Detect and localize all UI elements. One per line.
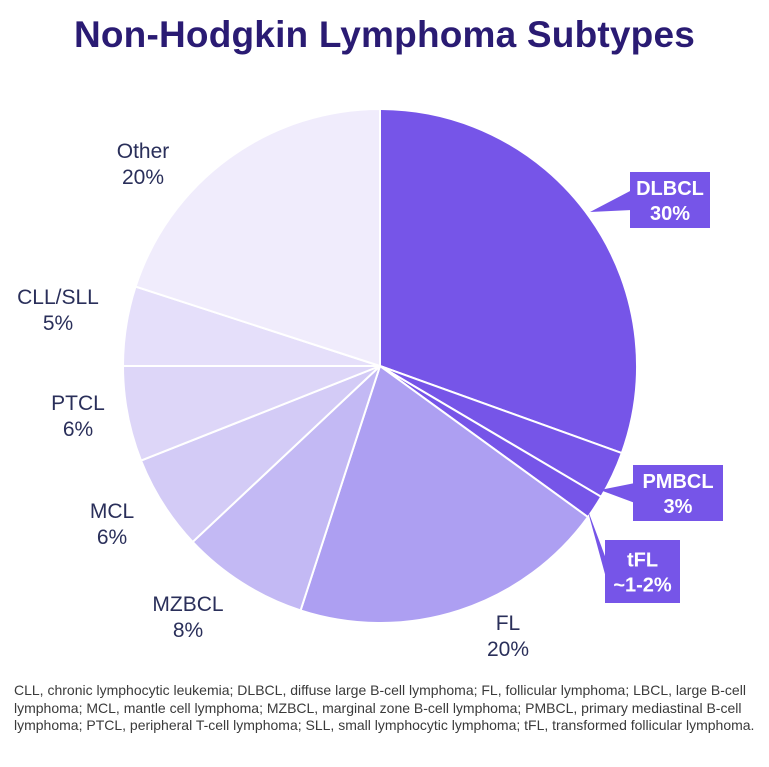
footnote: CLL, chronic lymphocytic leukemia; DLBCL… <box>14 682 755 733</box>
callout-box <box>605 540 680 603</box>
callout-dlbcl: DLBCL 30% <box>590 172 710 228</box>
slice-value-label: ~1-2% <box>613 575 672 597</box>
slice-label: DLBCL <box>636 178 704 200</box>
chart-title: Non-Hodgkin Lymphoma Subtypes <box>73 14 696 55</box>
callout-pmbcl: PMBCL 3% <box>600 465 723 521</box>
slice-mzbcl <box>191 365 381 612</box>
slice-value-label: 30% <box>650 203 690 225</box>
slice-value-label: 3% <box>664 496 693 518</box>
slice-value-fl: 20% <box>487 638 529 661</box>
slice-fl <box>299 364 590 624</box>
callout-box <box>633 465 723 521</box>
slice-value-ptcl: 6% <box>63 418 93 441</box>
slice-label-mzbcl: MZBCL <box>152 593 223 616</box>
slice-dlbcl <box>379 107 638 455</box>
callout-pointer <box>590 190 632 212</box>
slice-label-other: Other <box>117 140 170 163</box>
slice-labels: FL 20% MZBCL 8% MCL 6% PTCL 6% CLL/SLL 5% Other 20% <box>17 140 529 661</box>
slice-label-cll-sll: CLL/SLL <box>17 286 99 309</box>
callout-pointer <box>587 508 607 582</box>
callout-tfl: tFL ~1-2% <box>587 508 680 603</box>
callout-labels: DLBCL 30% PMBCL 3% tFL ~1-2% <box>587 172 723 603</box>
pie-slices <box>121 107 638 624</box>
slice-label: tFL <box>627 550 658 572</box>
slice-other <box>134 107 381 368</box>
callout-box <box>630 172 710 228</box>
callout-pointer <box>600 483 635 503</box>
slice-label-ptcl: PTCL <box>51 392 105 415</box>
slice-value-other: 20% <box>122 166 164 189</box>
slice-label-fl: FL <box>496 612 521 635</box>
slice-label-mcl: MCL <box>90 500 134 523</box>
slice-label: PMBCL <box>642 471 713 493</box>
slice-value-cll-sll: 5% <box>43 312 73 335</box>
slice-value-mcl: 6% <box>97 526 127 549</box>
slice-value-mzbcl: 8% <box>173 619 203 642</box>
